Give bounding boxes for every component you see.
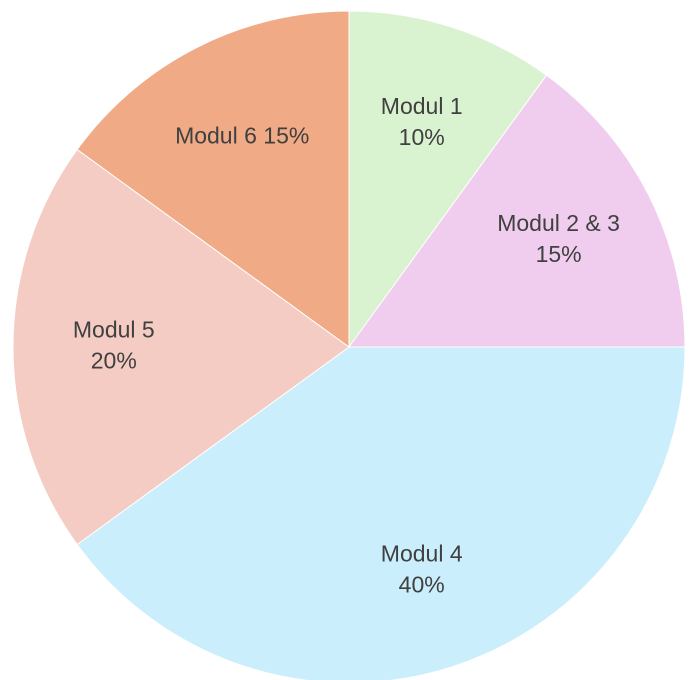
slice-label-1-line-2: 10%	[399, 124, 445, 150]
slice-label-3-line-2: 40%	[399, 571, 445, 597]
slice-label-2-line-2: 15%	[536, 241, 582, 267]
slice-label-4-line-2: 20%	[91, 348, 137, 374]
pie-slice-2	[348, 74, 686, 348]
pie-slice-1	[348, 10, 548, 349]
pie-slice-3	[76, 346, 686, 680]
pie-labels: Modul 1 10% Modul 2 & 3 15% Modul 4 40% Modul …	[73, 93, 620, 597]
slice-label-3-line-1: Modul 4	[381, 540, 463, 566]
pie-slice-5	[76, 10, 350, 348]
slice-label-4-line-1: Modul 5	[73, 317, 155, 343]
pie-slice-4	[12, 148, 350, 546]
slice-label-5-line-1: Modul 6 15%	[175, 122, 309, 148]
slice-label-1-line-1: Modul 1	[381, 93, 463, 119]
slice-label-2-line-1: Modul 2 & 3	[497, 210, 620, 236]
pie-slices	[12, 10, 686, 680]
